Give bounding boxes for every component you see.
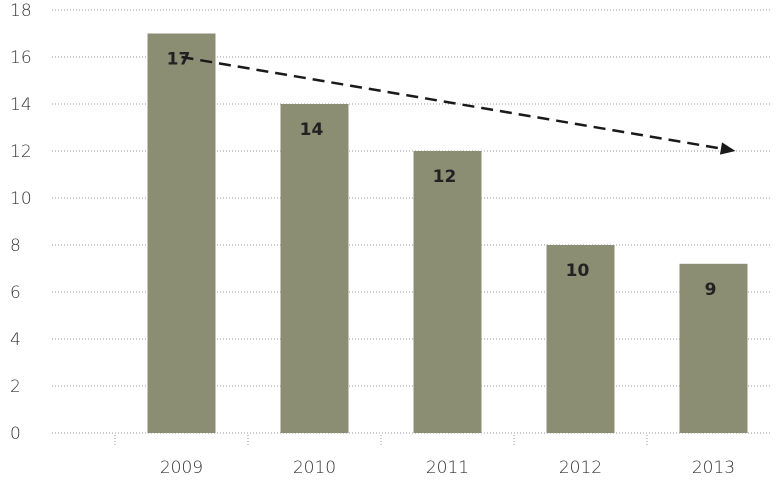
y-tick-label-14: 14 (10, 95, 32, 115)
trend-arrow (181, 55, 736, 155)
x-tick-label-2011: 2011 (426, 458, 469, 478)
x-tick-label-2009: 2009 (160, 458, 203, 478)
y-axis-tick-labels: 0 2 4 6 8 10 12 14 16 18 (10, 1, 32, 444)
bar-2013 (679, 263, 748, 433)
y-tick-label-18: 18 (10, 1, 32, 21)
bar-2010 (280, 104, 349, 433)
data-label-2012: 10 (566, 261, 590, 281)
data-labels: 17 14 12 10 9 (167, 50, 717, 300)
y-tick-label-10: 10 (10, 189, 32, 209)
x-tick-label-2010: 2010 (293, 458, 336, 478)
x-tick-label-2013: 2013 (692, 458, 735, 478)
x-tick-label-2012: 2012 (559, 458, 602, 478)
y-tick-label-2: 2 (10, 377, 21, 397)
trend-arrowhead (719, 142, 736, 155)
data-label-2009: 17 (167, 50, 191, 70)
bar-2011 (413, 151, 482, 433)
bars (147, 33, 748, 433)
data-label-2011: 12 (433, 167, 457, 187)
y-tick-label-16: 16 (10, 48, 32, 68)
y-tick-label-6: 6 (10, 283, 21, 303)
trend-line (181, 55, 724, 151)
bar-2009 (147, 33, 216, 433)
y-tick-label-12: 12 (10, 142, 32, 162)
data-label-2010: 14 (300, 120, 324, 140)
data-label-2013: 9 (705, 280, 717, 300)
y-tick-label-4: 4 (10, 330, 21, 350)
x-axis-ticks: 2009 2010 2011 2012 2013 (114, 435, 735, 478)
y-tick-label-8: 8 (10, 236, 21, 256)
bar-2012 (546, 245, 615, 433)
y-tick-label-0: 0 (10, 424, 21, 444)
